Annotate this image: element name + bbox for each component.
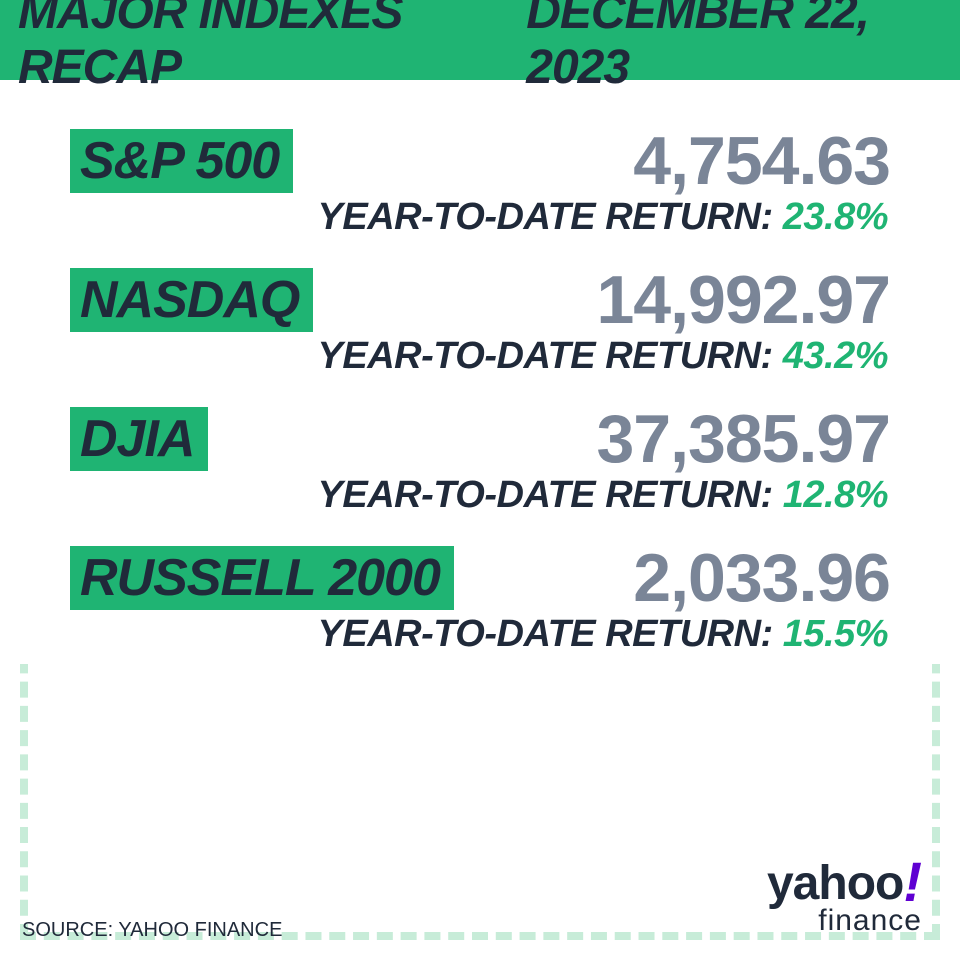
content-area: S&P 500 4,754.63 YEAR-TO-DATE RETURN: 23…: [0, 80, 960, 960]
ytd-label: YEAR-TO-DATE RETURN:: [318, 196, 773, 238]
index-name: DJIA: [70, 407, 208, 471]
logo-sub-text: finance: [767, 907, 922, 934]
index-name: RUSSELL 2000: [70, 546, 454, 610]
ytd-value: 12.8%: [783, 474, 888, 516]
ytd-label: YEAR-TO-DATE RETURN:: [318, 474, 773, 516]
ytd-value: 43.2%: [783, 335, 888, 377]
header-bar: MAJOR INDEXES RECAP DECEMBER 22, 2023: [0, 0, 960, 80]
index-value: 4,754.63: [633, 122, 890, 200]
index-name: NASDAQ: [70, 268, 313, 332]
ytd-label: YEAR-TO-DATE RETURN:: [318, 335, 773, 377]
index-value: 2,033.96: [633, 539, 890, 617]
ytd-value: 15.5%: [783, 613, 888, 655]
logo-main-text: yahoo: [767, 862, 903, 905]
yahoo-finance-logo: yahoo! finance: [767, 855, 922, 934]
index-value: 14,992.97: [596, 261, 890, 339]
index-name: S&P 500: [70, 129, 293, 193]
index-row: DJIA 37,385.97 YEAR-TO-DATE RETURN: 12.8…: [70, 386, 890, 525]
ytd-value: 23.8%: [783, 196, 888, 238]
index-row: RUSSELL 2000 2,033.96 YEAR-TO-DATE RETUR…: [70, 525, 890, 664]
source-text: SOURCE: YAHOO FINANCE: [22, 919, 282, 942]
index-value: 37,385.97: [596, 400, 890, 478]
index-row: NASDAQ 14,992.97 YEAR-TO-DATE RETURN: 43…: [70, 247, 890, 386]
logo-exclaim-icon: !: [903, 850, 922, 913]
index-row: S&P 500 4,754.63 YEAR-TO-DATE RETURN: 23…: [70, 108, 890, 247]
ytd-label: YEAR-TO-DATE RETURN:: [318, 613, 773, 655]
indexes-panel: S&P 500 4,754.63 YEAR-TO-DATE RETURN: 23…: [20, 100, 940, 664]
